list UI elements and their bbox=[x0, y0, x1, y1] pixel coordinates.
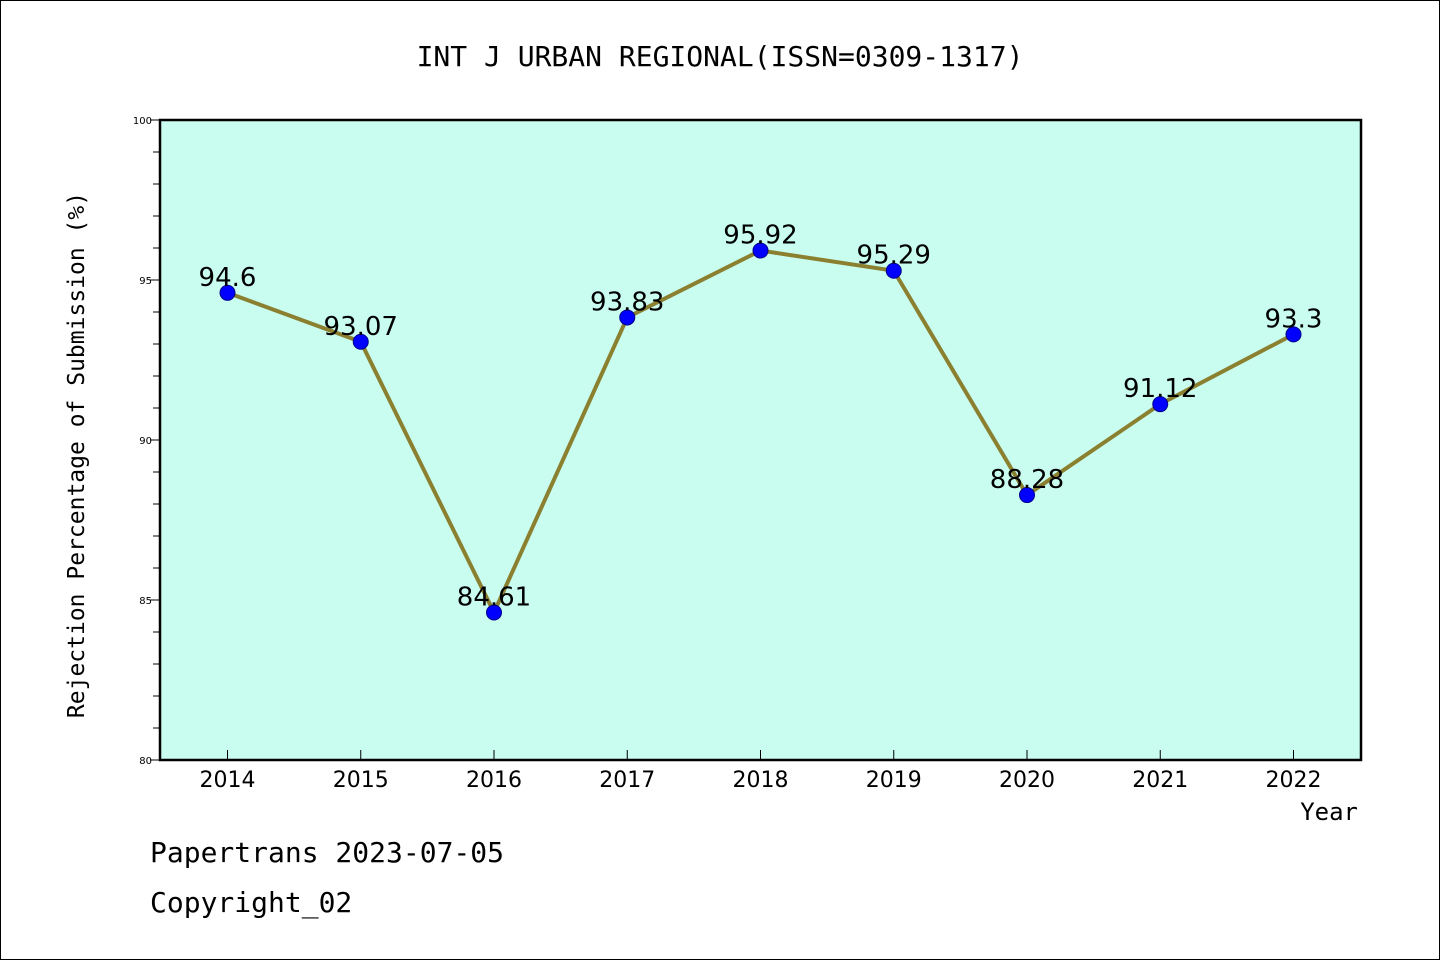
x-axis-label: Year bbox=[1300, 798, 1358, 826]
x-tick-label: 2022 bbox=[1266, 768, 1322, 793]
data-point bbox=[1019, 487, 1035, 504]
data-point bbox=[619, 309, 636, 326]
x-axis: 2014 2015 2016 2017 2018 2019 2020 2021 2022 bbox=[200, 750, 1322, 793]
data-point bbox=[352, 333, 369, 350]
y-axis: 80 85 90 95 100 bbox=[133, 116, 160, 767]
data-label: 88.28 bbox=[990, 465, 1064, 495]
x-tick-label: 2016 bbox=[466, 768, 522, 793]
y-axis-label: Rejection Percentage of Submission (%) bbox=[64, 192, 90, 718]
x-tick-label: 2019 bbox=[866, 768, 922, 793]
data-label: 93.07 bbox=[324, 312, 398, 342]
y-tick-label: 90 bbox=[139, 436, 152, 447]
data-point bbox=[885, 262, 902, 279]
data-point bbox=[1152, 396, 1169, 413]
data-label: 95.92 bbox=[723, 221, 797, 251]
data-label: 95.29 bbox=[857, 241, 931, 271]
x-tick-label: 2020 bbox=[999, 768, 1055, 793]
data-point bbox=[752, 242, 769, 259]
y-tick-label: 95 bbox=[139, 276, 152, 287]
data-label: 94.6 bbox=[199, 263, 257, 293]
data-point bbox=[1285, 326, 1302, 343]
data-label: 91.12 bbox=[1123, 374, 1197, 404]
data-label: 93.83 bbox=[590, 287, 664, 317]
x-tick-label: 2018 bbox=[733, 768, 789, 793]
x-tick-label: 2015 bbox=[333, 768, 389, 793]
footer-copyright: Copyright_02 bbox=[150, 886, 353, 919]
y-tick-label: 80 bbox=[139, 756, 152, 767]
x-tick-label: 2014 bbox=[200, 768, 256, 793]
data-point bbox=[219, 284, 236, 301]
plot-area bbox=[158, 118, 1363, 762]
data-markers bbox=[219, 242, 1302, 621]
y-tick-label: 100 bbox=[133, 116, 152, 127]
data-point bbox=[486, 604, 502, 621]
x-tick-label: 2017 bbox=[599, 768, 655, 793]
y-tick-label: 85 bbox=[139, 596, 152, 607]
chart-title: INT J URBAN REGIONAL(ISSN=0309-1317) bbox=[417, 40, 1024, 73]
data-label: 84.61 bbox=[457, 582, 531, 612]
footer-date: Papertrans 2023-07-05 bbox=[150, 836, 505, 869]
data-labels: 94.6 93.07 84.61 93.83 95.92 95.29 88.28 91.12 9… bbox=[199, 221, 1323, 613]
data-label: 93.3 bbox=[1265, 304, 1323, 334]
x-tick-label: 2021 bbox=[1132, 768, 1188, 793]
